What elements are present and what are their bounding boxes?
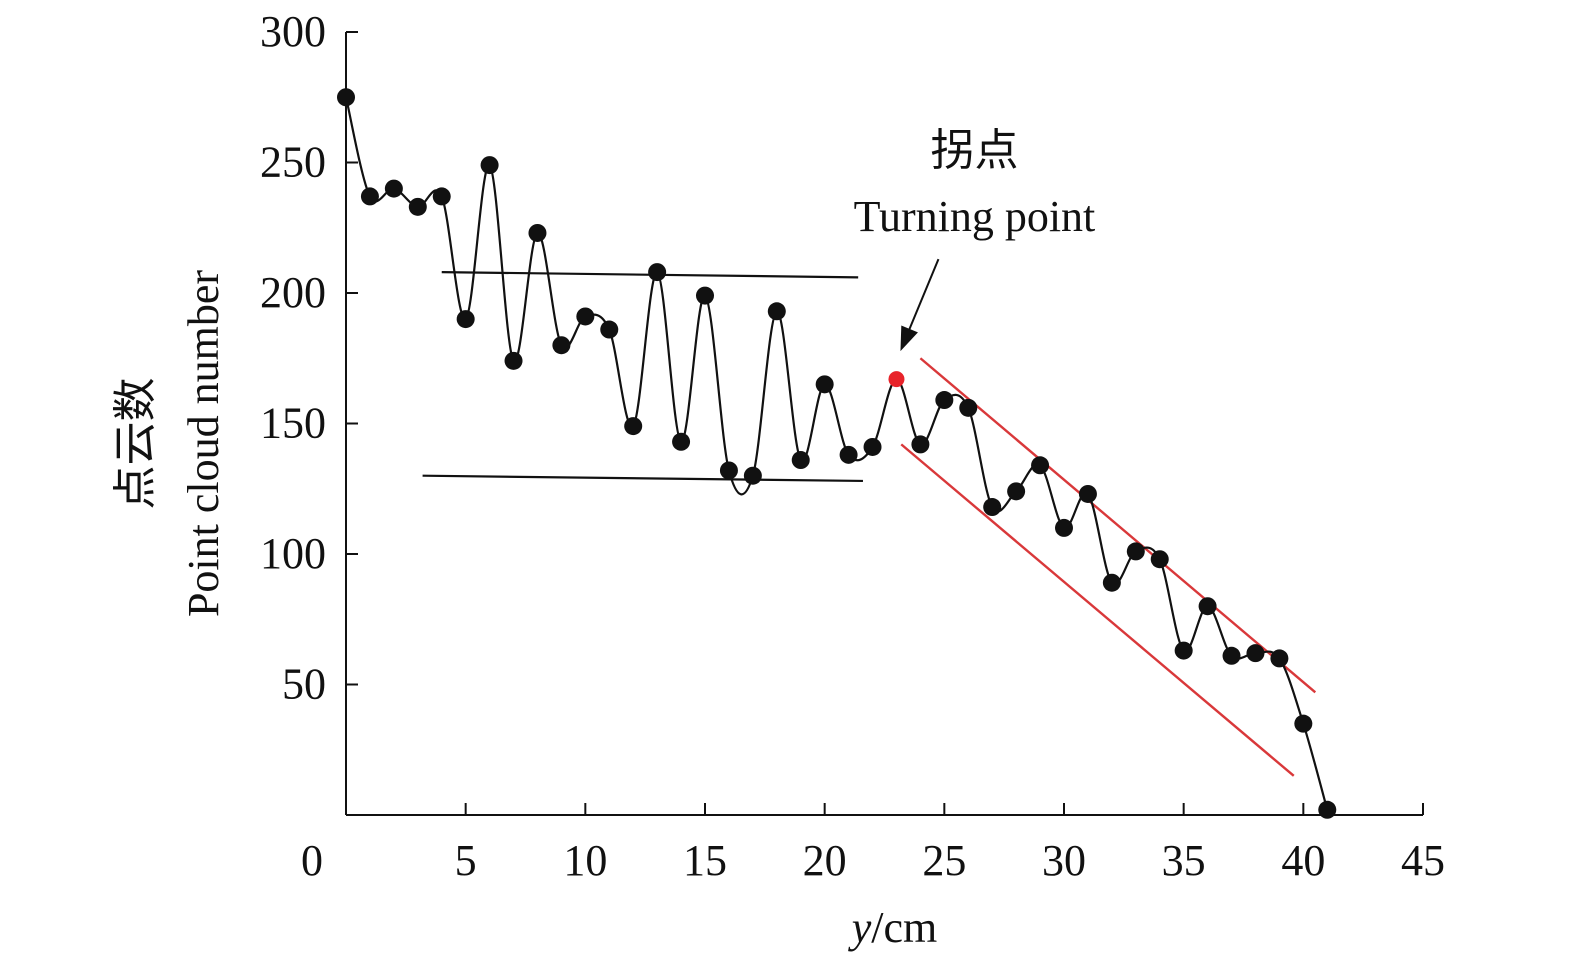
data-point xyxy=(863,437,882,456)
data-point xyxy=(959,398,978,417)
data-point xyxy=(1174,641,1193,660)
series-line xyxy=(344,96,1329,811)
data-point xyxy=(1294,714,1313,733)
data-point xyxy=(1150,550,1169,569)
x-tick-label: 35 xyxy=(1162,836,1206,885)
y-tick-label: 50 xyxy=(282,660,326,709)
data-point xyxy=(983,498,1002,517)
turning-point-arrow xyxy=(903,258,940,342)
data-point xyxy=(480,156,499,175)
trend-lines xyxy=(900,357,1317,777)
data-point xyxy=(504,351,523,370)
data-point xyxy=(839,445,858,464)
data-point xyxy=(1031,456,1050,475)
data-point xyxy=(337,88,355,107)
data-point xyxy=(1055,518,1073,537)
y-tick-label: 300 xyxy=(260,7,326,56)
data-point xyxy=(456,310,475,329)
data-point xyxy=(408,197,427,216)
data-point xyxy=(696,286,714,305)
axes xyxy=(345,32,1423,816)
x-tick-label: 10 xyxy=(563,836,607,885)
data-point xyxy=(911,435,930,454)
turning-point-arrowhead xyxy=(900,325,918,352)
turning-point-annotation: 拐点 Turning point xyxy=(854,126,1096,352)
x-tick-label: 25 xyxy=(922,836,966,885)
trend-line xyxy=(919,357,1317,694)
data-point xyxy=(1078,484,1097,503)
turning-point-marker xyxy=(888,371,905,388)
y-tick-label: 100 xyxy=(260,529,326,578)
data-point xyxy=(432,187,451,206)
data-points xyxy=(337,88,1337,819)
data-point xyxy=(1246,644,1265,663)
y-tick-label: 250 xyxy=(260,138,326,187)
x-axis-title-variable: y xyxy=(848,903,872,952)
data-point xyxy=(624,417,643,436)
y-ticks: 50 100 150 200 250 300 xyxy=(260,7,358,709)
data-point xyxy=(552,336,571,355)
trend-line xyxy=(900,443,1295,777)
x-tick-label: 5 xyxy=(455,836,477,885)
data-point xyxy=(1198,597,1217,616)
data-point xyxy=(648,263,667,282)
data-point xyxy=(1222,646,1241,665)
origin-tick-label: 0 xyxy=(301,836,323,885)
band-line xyxy=(422,474,863,483)
data-point xyxy=(600,320,619,339)
x-tick-label: 20 xyxy=(803,836,847,885)
data-point xyxy=(719,461,738,480)
data-point xyxy=(672,432,691,451)
data-point xyxy=(743,466,762,485)
x-tick-label: 15 xyxy=(683,836,727,885)
x-tick-label: 40 xyxy=(1281,836,1325,885)
data-point xyxy=(1270,649,1289,668)
x-ticks: 5 10 15 20 25 30 35 40 45 xyxy=(455,803,1445,885)
data-point xyxy=(1126,542,1145,561)
data-point xyxy=(815,375,834,394)
turning-point-label-cn: 拐点 xyxy=(930,126,1018,175)
data-point xyxy=(576,307,595,326)
y-tick-label: 200 xyxy=(260,268,326,317)
y-axis-title-en: Point cloud number xyxy=(179,270,228,617)
data-point xyxy=(360,187,379,206)
data-point xyxy=(384,179,403,198)
data-point xyxy=(1007,482,1026,501)
y-axis-title-cn: 点云数 xyxy=(111,378,160,510)
turning-point-label-en: Turning point xyxy=(854,192,1096,241)
data-point xyxy=(935,391,954,410)
data-point xyxy=(791,451,810,470)
x-axis-title-unit: /cm xyxy=(871,903,937,952)
x-tick-label: 45 xyxy=(1401,836,1445,885)
data-point xyxy=(1318,800,1337,819)
y-tick-label: 150 xyxy=(260,399,326,448)
data-point xyxy=(1102,573,1121,592)
data-point xyxy=(767,302,786,321)
x-tick-label: 30 xyxy=(1042,836,1086,885)
data-point xyxy=(528,223,547,242)
x-axis-title: y/cm xyxy=(848,903,938,952)
